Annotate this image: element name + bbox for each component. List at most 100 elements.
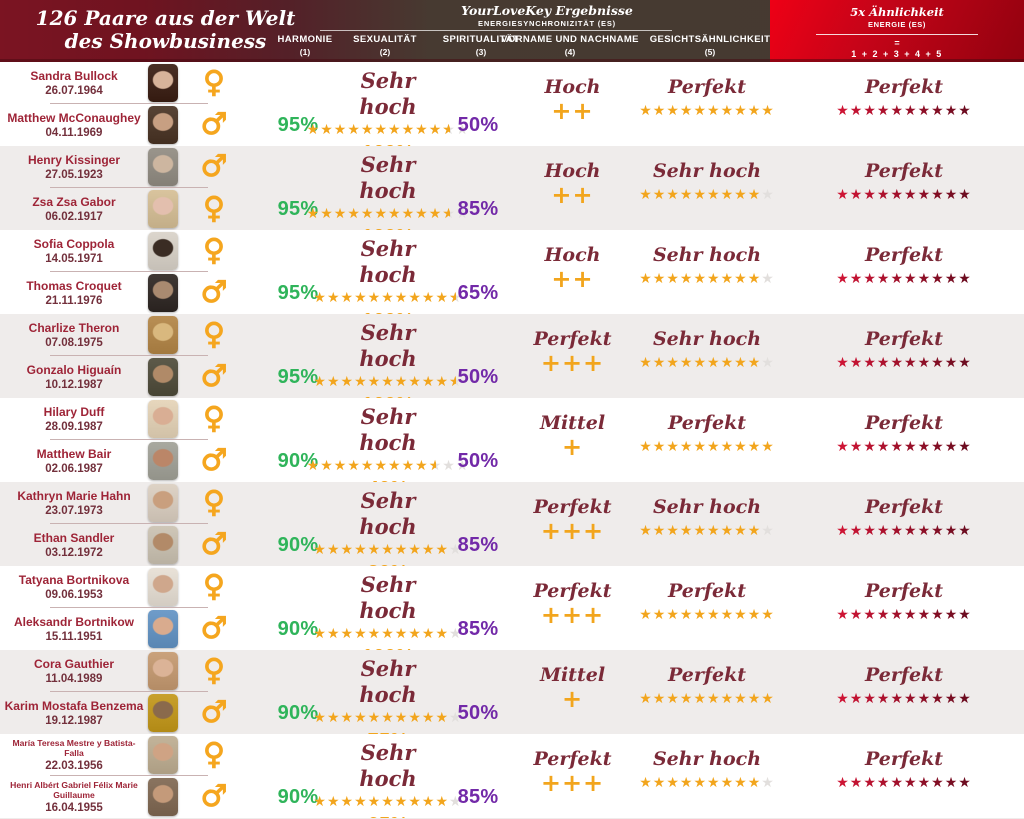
star-icon: ★ (707, 607, 721, 623)
star-icon: ★ (836, 607, 850, 623)
energy-label: Perfekt (864, 496, 944, 518)
star-icon: ★ (931, 103, 945, 119)
star-icon: ★ (381, 710, 395, 726)
star-icon: ★ (666, 607, 680, 623)
plus-signs: +++ (540, 349, 605, 377)
star-icon: ★ (707, 271, 721, 287)
star-icon: ★ (890, 103, 904, 119)
star-icon: ★ (693, 607, 707, 623)
star-icon: ★ (652, 355, 667, 371)
star-icon: ★ (666, 439, 680, 455)
star-icon: ★ (374, 122, 388, 138)
star-icon: ★ (944, 271, 959, 287)
face-similarity-cell: Sehr hoch ★★★★★★★★★★ (623, 243, 791, 287)
energy-label: Perfekt (864, 412, 944, 434)
star-icon: ★ (421, 374, 436, 390)
person-line: Cora Gauthier 11.04.1989 ♀ (0, 650, 250, 692)
person-birthdate: 15.11.1951 (45, 630, 103, 643)
star-icon: ★ (367, 626, 382, 642)
star-icon: ★ (421, 794, 436, 810)
star-icon: ★ (394, 542, 409, 558)
gender-female-icon: ♀ (203, 737, 226, 772)
plus-signs: + (561, 685, 584, 713)
person-name: Sofia Coppola (33, 236, 115, 251)
name-match-cell: Hoch ++ (520, 159, 625, 208)
star-icon: ★ (333, 206, 348, 222)
gender-male-icon: ♂ (200, 275, 228, 310)
star-icon: ★ (863, 103, 877, 119)
star-icon: ★ (707, 775, 721, 791)
spirituality-percent: 85% (457, 198, 499, 220)
star-icon: ★ (747, 187, 762, 203)
face-similarity-stars: ★★★★★★★★★★ (623, 186, 791, 203)
star-icon: ★ (944, 187, 959, 203)
star-icon: ★ (931, 439, 945, 455)
person-line: Matthew Bair 02.06.1987 ♂ (0, 440, 250, 482)
face-similarity-label: Perfekt (667, 412, 747, 434)
face-similarity-label: Sehr hoch (652, 328, 762, 350)
person-name-block: Karim Mostafa Benzema 19.12.1987 (0, 699, 148, 727)
person-line: Sofia Coppola 14.05.1971 ♀ (0, 230, 250, 272)
energy-stars: ★★★★★★★★★★ (788, 354, 1020, 371)
star-icon: ★ (639, 355, 653, 371)
energy-block-formula: 1 + 2 + 3 + 4 + 5 (851, 49, 943, 59)
face-similarity-stars: ★★★★★★★★★★ (623, 354, 791, 371)
star-icon: ★ (367, 290, 382, 306)
face-similarity-cell: Sehr hoch ★★★★★★★★★★ (623, 747, 791, 791)
spirituality-percent: 85% (457, 786, 499, 808)
star-icon: ★ (360, 206, 375, 222)
person-name-block: Tatyana Bortnikova 09.06.1953 (0, 573, 148, 601)
name-match-cell: Hoch ++ (520, 243, 625, 292)
star-icon: ★ (679, 607, 694, 623)
energy-label: Perfekt (864, 748, 944, 770)
star-icon: ★ (944, 439, 959, 455)
star-icon: ★ (958, 775, 972, 791)
star-empty-icon: ★ (455, 206, 470, 222)
harmony-percent: 90% (277, 702, 319, 724)
person-name-block: María Teresa Mestre y Batista-Falla 22.03… (0, 738, 148, 772)
star-icon: ★ (720, 187, 735, 203)
person-birthdate: 14.05.1971 (45, 252, 103, 265)
star-icon: ★ (666, 187, 680, 203)
face-similarity-label: Sehr hoch (652, 748, 762, 770)
star-icon: ★ (890, 523, 904, 539)
star-icon: ★ (340, 374, 355, 390)
star-half-icon: ★ ★ (442, 206, 456, 222)
star-half-icon: ★ ★ (442, 122, 456, 138)
gender-male-icon: ♂ (200, 611, 228, 646)
plus-signs: + (561, 433, 584, 461)
person-birthdate: 28.09.1987 (45, 420, 103, 433)
column-label: GESICHTSÄHNLICHKEIT (649, 34, 771, 45)
sexuality-stars: ★★★★★★★★★★★ ★ (313, 373, 462, 390)
star-icon: ★ (876, 271, 891, 287)
star-icon: ★ (381, 626, 395, 642)
spirituality-percent: 65% (457, 282, 499, 304)
results-subtitle: ENERGIESYNCHRONIZITÄT (ES) (478, 19, 616, 28)
star-icon: ★ (836, 355, 850, 371)
star-icon: ★ (428, 122, 443, 138)
star-icon: ★ (326, 626, 341, 642)
star-icon: ★ (944, 355, 959, 371)
star-icon: ★ (666, 355, 680, 371)
star-icon: ★ (958, 187, 972, 203)
star-icon: ★ (904, 775, 918, 791)
star-icon: ★ (747, 691, 762, 707)
star-icon: ★ (347, 122, 361, 138)
star-icon: ★ (863, 607, 877, 623)
person-birthdate: 03.12.1972 (45, 546, 103, 559)
energy-cell: Perfekt ★★★★★★★★★★ (788, 495, 1020, 539)
star-icon: ★ (340, 710, 355, 726)
star-icon: ★ (944, 775, 959, 791)
star-icon: ★ (415, 206, 429, 222)
star-icon: ★ (944, 523, 959, 539)
star-icon: ★ (666, 523, 680, 539)
plus-signs: ++ (551, 97, 594, 125)
star-icon: ★ (354, 710, 368, 726)
harmony-percent: 95% (277, 366, 319, 388)
face-similarity-stars: ★★★★★★★★★★ (623, 606, 791, 623)
star-icon: ★ (679, 355, 694, 371)
star-empty-icon: ★ (449, 710, 463, 726)
person-name: Sandra Bullock (30, 68, 118, 83)
sexuality-label: Sehr hoch (359, 572, 417, 623)
person-line: Gonzalo Higuaín 10.12.1987 ♂ (0, 356, 250, 398)
